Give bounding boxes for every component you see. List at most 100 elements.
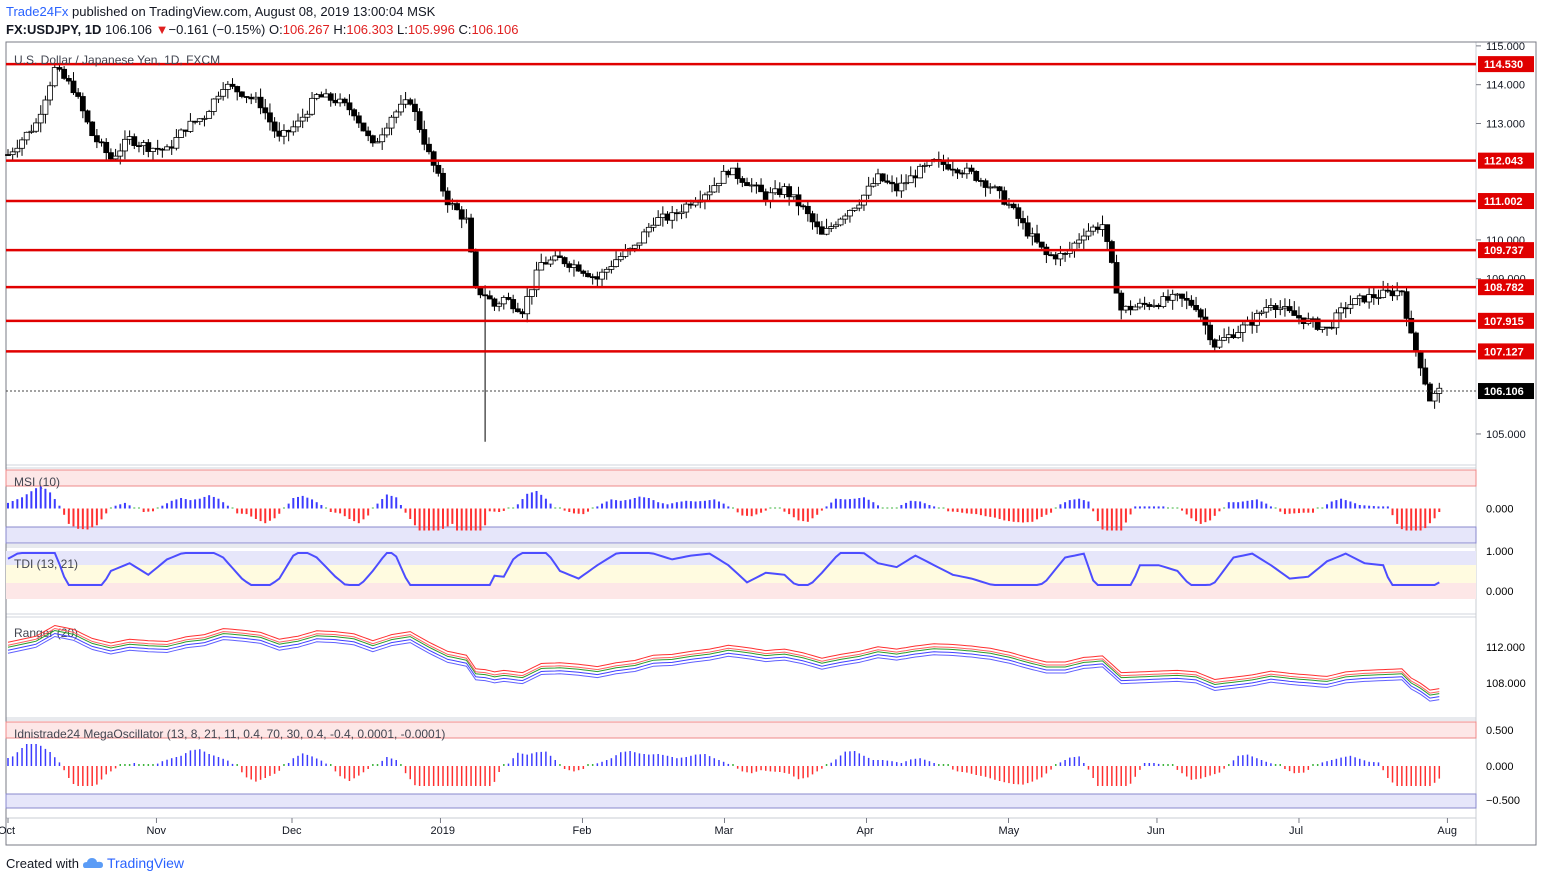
candle bbox=[1034, 233, 1040, 243]
candle bbox=[921, 164, 928, 167]
candle bbox=[393, 111, 400, 118]
candle bbox=[131, 136, 138, 146]
candle bbox=[1380, 289, 1387, 298]
candle bbox=[150, 147, 156, 152]
chart-title: U.S. Dollar / Japanese Yen, 1D, FXCM bbox=[14, 53, 220, 67]
candle bbox=[112, 155, 119, 160]
candle bbox=[472, 251, 479, 287]
candle bbox=[790, 194, 797, 198]
candle bbox=[28, 130, 35, 133]
candle bbox=[374, 141, 381, 144]
candle bbox=[1394, 290, 1401, 297]
candle bbox=[201, 117, 208, 120]
candle bbox=[285, 129, 292, 133]
candle bbox=[557, 255, 563, 258]
candle bbox=[486, 295, 493, 300]
candle bbox=[253, 96, 259, 100]
candle bbox=[1090, 226, 1097, 232]
candle bbox=[65, 78, 72, 82]
candle bbox=[122, 138, 128, 152]
candle bbox=[1286, 306, 1293, 312]
candle bbox=[1347, 304, 1354, 309]
candle bbox=[1384, 289, 1391, 292]
candle bbox=[945, 164, 952, 170]
candle bbox=[959, 172, 966, 175]
candle bbox=[837, 218, 844, 226]
candle bbox=[108, 152, 114, 160]
candle bbox=[963, 167, 970, 175]
candle bbox=[716, 182, 722, 187]
candle bbox=[1169, 293, 1176, 301]
candle bbox=[673, 212, 680, 215]
candle bbox=[79, 96, 86, 112]
candle bbox=[33, 122, 39, 132]
candle bbox=[449, 203, 456, 206]
candle bbox=[1104, 224, 1111, 242]
candle bbox=[192, 120, 198, 123]
ranger-band-line bbox=[7, 624, 1440, 691]
time-axis-label: Apr bbox=[856, 825, 873, 837]
candle bbox=[949, 168, 956, 171]
level-label: 111.002 bbox=[1484, 196, 1523, 208]
candle bbox=[379, 134, 386, 143]
candle bbox=[327, 93, 334, 101]
publisher-name[interactable]: Trade24Fx bbox=[6, 4, 69, 19]
price-pane-frame bbox=[5, 41, 1477, 466]
candle bbox=[299, 116, 306, 122]
candle bbox=[426, 143, 432, 153]
candle bbox=[1179, 293, 1185, 299]
candle bbox=[781, 186, 788, 195]
candle bbox=[70, 80, 77, 94]
candle bbox=[1001, 190, 1008, 205]
symbol: FX:USDJPY, 1D bbox=[6, 22, 102, 37]
candle bbox=[809, 213, 816, 223]
low-value: 105.996 bbox=[407, 22, 455, 37]
candle bbox=[842, 215, 849, 220]
candle bbox=[1132, 306, 1139, 311]
tradingview-brand[interactable]: TradingView bbox=[106, 855, 185, 871]
candle bbox=[856, 204, 863, 209]
candle bbox=[440, 172, 446, 192]
candle bbox=[903, 182, 909, 185]
mega-upper-band bbox=[5, 721, 1477, 739]
candle bbox=[1389, 290, 1396, 297]
candle bbox=[1146, 304, 1153, 307]
candle bbox=[538, 262, 545, 271]
candle bbox=[711, 185, 718, 193]
candle bbox=[1029, 233, 1036, 237]
candle bbox=[1408, 317, 1415, 334]
candle bbox=[1057, 253, 1064, 260]
candle bbox=[463, 217, 470, 220]
candle bbox=[912, 175, 919, 179]
down-triangle-icon: ▼ bbox=[155, 22, 169, 37]
candle bbox=[500, 297, 507, 305]
candle bbox=[1123, 305, 1129, 311]
candle bbox=[1080, 235, 1087, 241]
candle bbox=[1230, 334, 1237, 339]
candle bbox=[89, 121, 96, 137]
time-axis-label: Aug bbox=[1437, 825, 1457, 837]
candle bbox=[182, 129, 189, 132]
candle bbox=[1216, 339, 1223, 348]
level-label: 107.127 bbox=[1484, 346, 1524, 358]
tdi-lower-band bbox=[6, 583, 1476, 599]
ranger-band-line bbox=[7, 629, 1440, 696]
price-axis-label: 105.000 bbox=[1486, 429, 1526, 441]
candle bbox=[524, 296, 531, 315]
candle bbox=[1165, 296, 1171, 301]
candle bbox=[248, 96, 255, 100]
time-axis-label: Dec bbox=[282, 825, 302, 837]
candle bbox=[898, 182, 905, 192]
candle bbox=[884, 180, 891, 183]
candle bbox=[164, 146, 170, 151]
indicator-axis-label: 0.000 bbox=[1486, 586, 1514, 598]
candle bbox=[1263, 307, 1270, 313]
level-label: 108.782 bbox=[1484, 282, 1524, 294]
time-axis-label: Oct bbox=[0, 825, 15, 837]
candle bbox=[772, 188, 778, 194]
candle bbox=[1015, 207, 1022, 219]
candle bbox=[1253, 313, 1260, 326]
candle bbox=[1296, 315, 1302, 319]
candle bbox=[1431, 393, 1438, 402]
